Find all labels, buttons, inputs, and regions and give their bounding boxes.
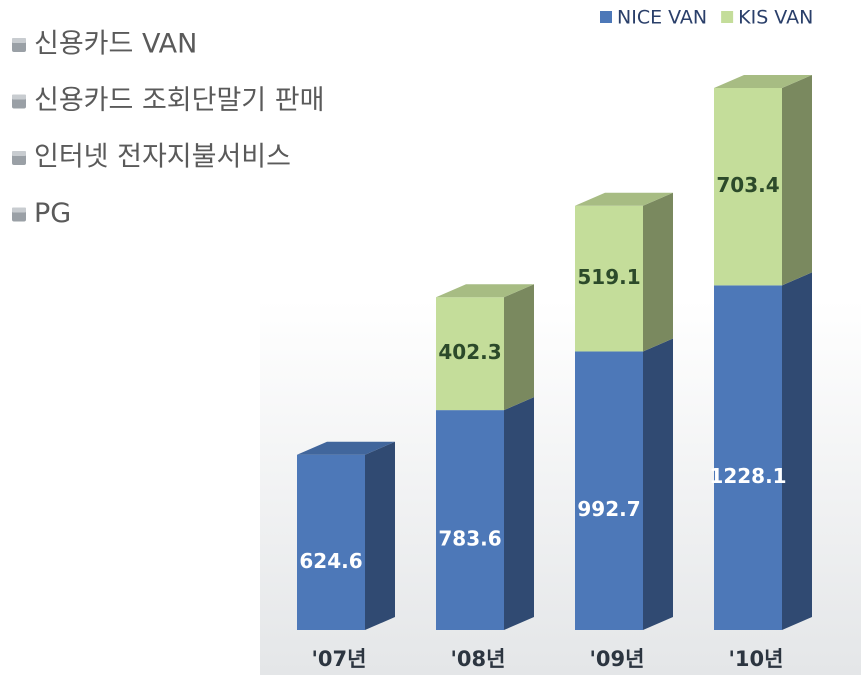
bar-top (297, 441, 395, 455)
legend-label: NICE VAN (617, 7, 707, 29)
bar-top (575, 192, 673, 206)
bar-side (504, 397, 534, 630)
bar (714, 88, 782, 286)
x-tick-label: '10년 (729, 647, 784, 671)
bar (297, 454, 365, 630)
value-label: 1228.1 (709, 464, 786, 488)
legend-label: KIS VAN (738, 7, 813, 29)
value-label: 402.3 (438, 340, 501, 364)
list-item: 신용카드 조회단말기 판매 (34, 85, 324, 116)
bullet-icon-top (12, 94, 26, 100)
legend-swatch (721, 11, 734, 23)
bar (575, 351, 643, 630)
bullet-icon-top (12, 38, 26, 43)
bullet-icon-top (12, 151, 26, 156)
bar (436, 410, 504, 630)
x-tick-label: '07년 (312, 647, 367, 671)
bar-top (436, 284, 534, 298)
list-item: 신용카드 VAN (34, 29, 197, 60)
value-label: 783.6 (438, 527, 501, 551)
bar (575, 205, 643, 352)
x-tick-label: '08년 (451, 647, 506, 671)
bar-side (782, 75, 812, 286)
bar (436, 297, 504, 411)
value-label: 703.4 (716, 173, 779, 197)
x-tick-label: '09년 (590, 647, 645, 671)
bar-side (643, 192, 673, 352)
bullet-icon-top (12, 207, 26, 213)
bar-side (365, 441, 395, 630)
list-item: PG (34, 198, 71, 229)
value-label: 992.7 (577, 497, 640, 521)
bar-side (782, 272, 812, 630)
bar-top (714, 75, 812, 88)
value-label: 624.6 (299, 549, 362, 573)
bar-side (504, 284, 534, 411)
bar (714, 285, 782, 630)
value-label: 519.1 (577, 265, 640, 289)
bar-side (643, 338, 673, 630)
list-item: 인터넷 전자지불서비스 (34, 142, 291, 173)
legend-swatch (600, 11, 612, 23)
